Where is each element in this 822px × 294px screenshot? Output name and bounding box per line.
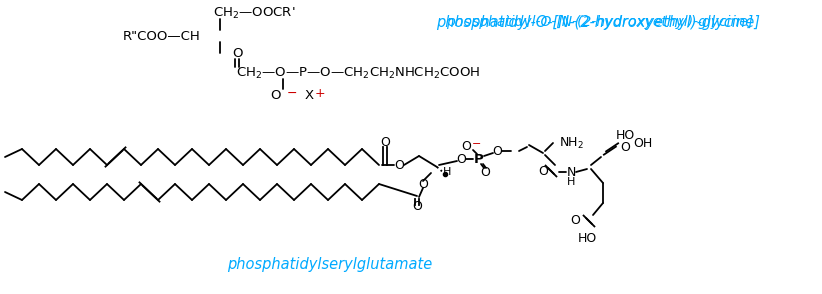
Text: OH: OH <box>633 136 652 150</box>
Text: H: H <box>567 177 575 187</box>
Text: CH$_2$—O—P—O—CH$_2$CH$_2$NHCH$_2$COOH: CH$_2$—O—P—O—CH$_2$CH$_2$NHCH$_2$COOH <box>236 66 480 81</box>
Text: O: O <box>412 201 422 213</box>
Text: R"COO—CH: R"COO—CH <box>122 29 200 43</box>
Text: phosphatidylserylglutamate: phosphatidylserylglutamate <box>228 258 432 273</box>
Text: HO: HO <box>577 233 597 245</box>
Text: O: O <box>380 136 390 148</box>
Text: +: + <box>315 86 326 99</box>
Text: phosphatidyl-O-[N-(2-hydroxyethyl)-glycine]: phosphatidyl-O-[N-(2-hydroxyethyl)-glyci… <box>436 14 760 29</box>
Text: O: O <box>418 178 428 191</box>
Text: O: O <box>456 153 466 166</box>
Text: phosphatidyl-​O-[​N-(2-hydroxyethyl)-glycine]: phosphatidyl-​O-[​N-(2-hydroxyethyl)-gly… <box>446 15 754 29</box>
Text: O: O <box>270 88 281 101</box>
Text: O: O <box>232 46 242 59</box>
Text: O: O <box>620 141 630 153</box>
Text: NH$_2$: NH$_2$ <box>559 136 584 151</box>
Text: H: H <box>443 167 451 177</box>
Text: O: O <box>538 165 548 178</box>
Text: N: N <box>566 166 575 178</box>
Text: O: O <box>394 158 404 171</box>
Text: X: X <box>305 88 314 101</box>
Text: −: − <box>473 139 482 149</box>
Text: CH$_2$—OOCR': CH$_2$—OOCR' <box>213 6 296 21</box>
Text: HO: HO <box>616 128 635 141</box>
Text: O: O <box>461 139 471 153</box>
Text: P: P <box>474 153 484 166</box>
Text: O: O <box>492 144 502 158</box>
Text: −: − <box>287 86 298 99</box>
Text: O: O <box>570 215 580 228</box>
Text: O: O <box>480 166 490 178</box>
